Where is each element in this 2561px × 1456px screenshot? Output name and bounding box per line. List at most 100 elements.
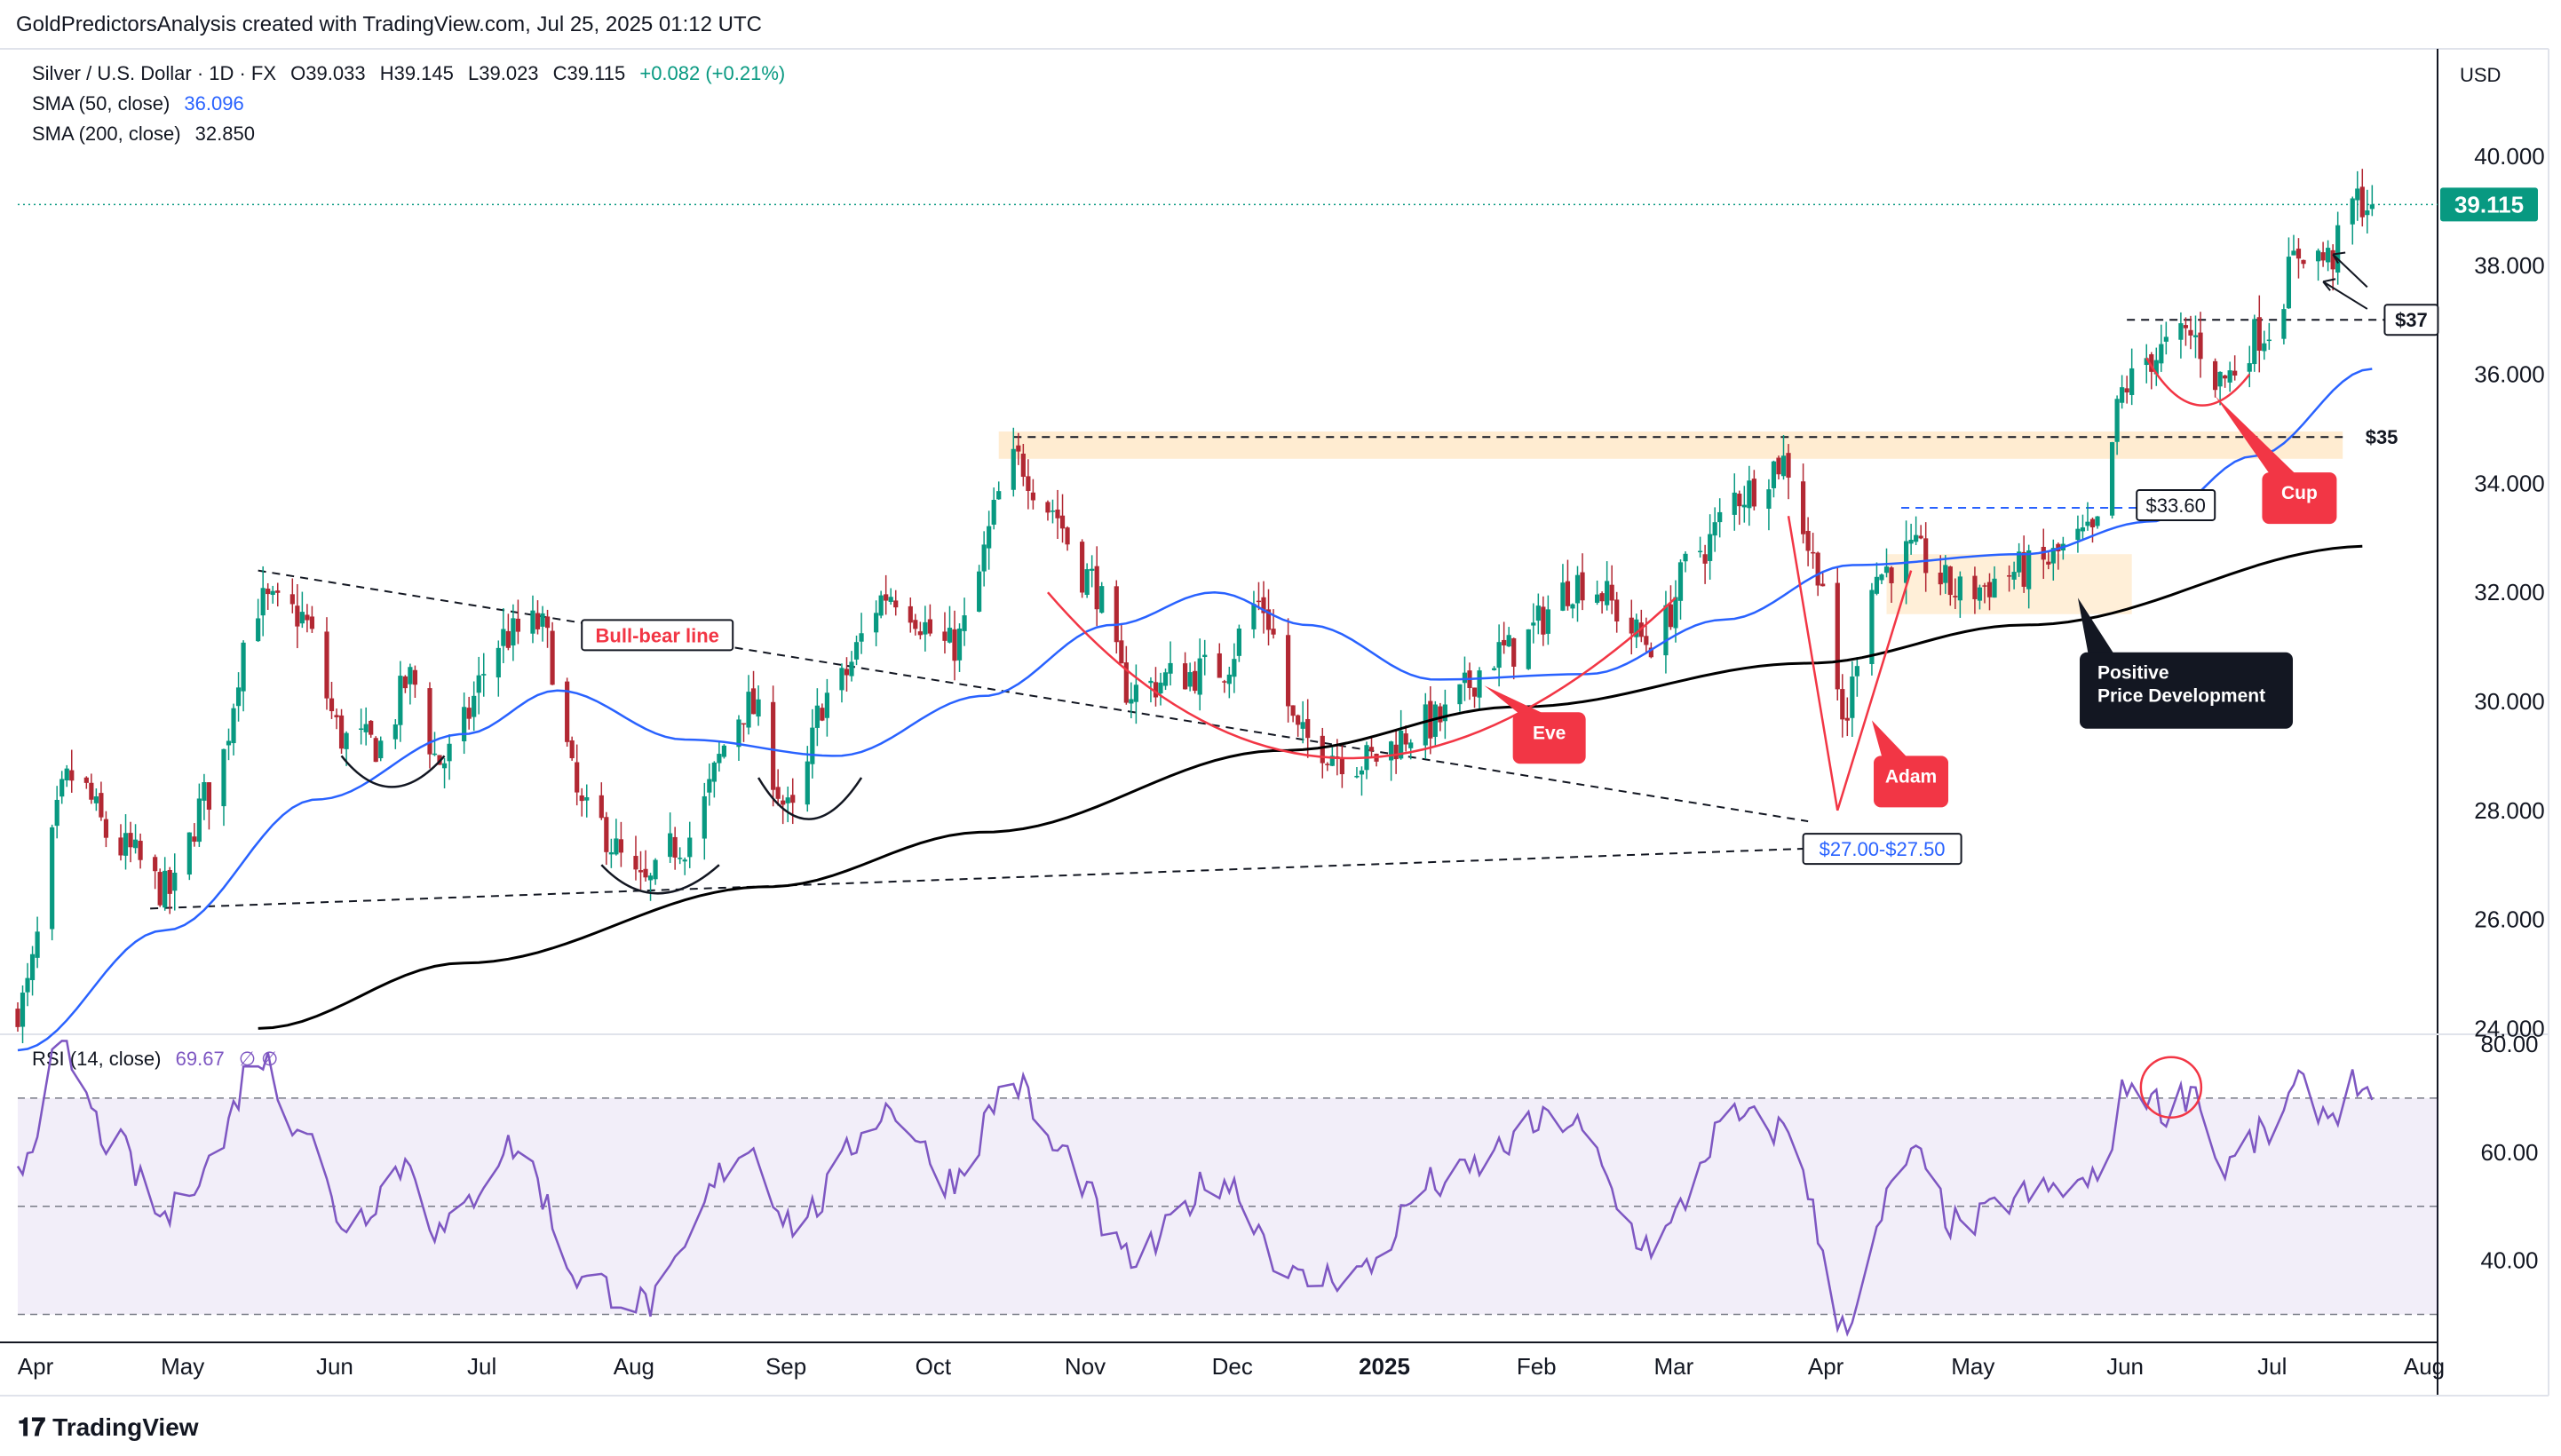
- candle-body: [1432, 704, 1438, 737]
- cup-callout-text: Cup: [2281, 483, 2318, 503]
- candle-body: [1423, 704, 1428, 746]
- candle-body: [1702, 554, 1708, 564]
- candle-body: [1811, 551, 1816, 554]
- adam-v: [1787, 516, 1913, 811]
- sma50-label: SMA (50, close): [32, 92, 170, 115]
- resistance-zone: [998, 431, 2343, 459]
- candle-body: [668, 833, 673, 858]
- candle-body: [853, 642, 860, 660]
- candle-body: [2114, 399, 2120, 442]
- candle-body: [1526, 629, 1531, 669]
- candle-body: [163, 870, 168, 908]
- candle-body: [275, 590, 281, 593]
- candle-body: [1090, 568, 1095, 571]
- rounded-bottom-3: [757, 777, 863, 820]
- rsi-guide-lines: [18, 1097, 2438, 1316]
- candle-body: [814, 705, 820, 728]
- candle-body: [849, 661, 854, 677]
- candle-body: [1290, 705, 1296, 716]
- candle-body: [956, 628, 963, 661]
- candle-body: [1815, 552, 1820, 586]
- candle-body: [1780, 455, 1787, 477]
- candle-body: [1158, 682, 1163, 694]
- candle-body: [167, 869, 172, 894]
- currency-label[interactable]: USD: [2460, 64, 2502, 86]
- candle-body: [927, 619, 932, 634]
- candle-body: [785, 797, 790, 803]
- candle-body: [1354, 775, 1360, 778]
- candle-body: [878, 595, 884, 616]
- candle-body: [1123, 662, 1129, 703]
- candle-body: [1614, 599, 1620, 621]
- candle-body: [369, 720, 374, 735]
- candle-body: [702, 795, 707, 839]
- candle-body: [481, 674, 487, 676]
- candle-body: [874, 613, 879, 633]
- time-tick-label: Apr: [18, 1353, 54, 1380]
- candle-body: [1869, 590, 1875, 664]
- candle-body: [1359, 770, 1365, 775]
- candle-body: [888, 597, 893, 602]
- candle-body: [1065, 527, 1070, 545]
- candle-body: [1114, 586, 1119, 643]
- candle-body: [1737, 494, 1742, 507]
- candle-body: [565, 681, 570, 742]
- cup-callout-box: [2262, 472, 2337, 525]
- candle-body: [1236, 628, 1241, 656]
- candle-body: [1560, 582, 1566, 611]
- rsi-line: [16, 1040, 2374, 1337]
- symbol-legend: Silver / U.S. Dollar · 1D · FX O39.033 H…: [32, 62, 794, 85]
- candle-body: [1162, 672, 1169, 686]
- candle-body: [83, 777, 89, 783]
- candle-body: [1080, 542, 1085, 593]
- candle-body: [64, 768, 69, 781]
- candle-body: [153, 857, 158, 872]
- candle-body: [962, 615, 967, 631]
- time-tick-label: Aug: [2404, 1353, 2445, 1380]
- candle-body: [35, 931, 40, 958]
- candle-body: [1683, 553, 1688, 562]
- candle-body: [530, 610, 535, 634]
- candle-body: [913, 620, 918, 629]
- candle-body: [206, 782, 212, 810]
- candle-body: [608, 851, 614, 855]
- candle-body: [2159, 344, 2164, 364]
- candle-body: [2183, 325, 2189, 328]
- candle-body: [402, 676, 408, 689]
- candle-body: [2212, 360, 2218, 391]
- candle-body: [756, 699, 761, 717]
- support-label-box: [1802, 833, 1962, 866]
- candle-body: [1393, 744, 1399, 760]
- candle-body: [299, 612, 305, 624]
- candle-body: [1030, 492, 1035, 501]
- candle-body: [653, 859, 658, 880]
- sma200-legend[interactable]: SMA (200, close) 32.850: [32, 123, 264, 146]
- sma200-line: [258, 544, 2363, 1030]
- candle-body: [505, 630, 511, 648]
- candle-body: [2080, 527, 2086, 532]
- sma50-legend[interactable]: SMA (50, close) 36.096: [32, 92, 253, 115]
- candle-body: [1977, 587, 1983, 601]
- candle-body: [338, 715, 345, 749]
- candle-body: [996, 491, 1002, 500]
- candle-body: [638, 870, 644, 873]
- bull-bear-label: Bull-bear line: [596, 624, 719, 646]
- candle-body: [138, 841, 143, 860]
- price-tick-label: 24.000: [2474, 1015, 2545, 1041]
- adam-callout-box: [1874, 756, 1949, 808]
- candle-body: [535, 613, 541, 629]
- candle-body: [2144, 358, 2149, 366]
- candle-body: [1712, 522, 1717, 536]
- candle-body: [2124, 388, 2129, 393]
- tradingview-logo[interactable]: 𝟏𝟕 TradingView: [18, 1413, 199, 1443]
- candle-body: [231, 708, 236, 744]
- candle-body: [884, 594, 889, 601]
- candle-body: [2006, 575, 2012, 577]
- open-value: O39.033: [290, 62, 366, 84]
- candle-body: [1805, 530, 1811, 551]
- candle-body: [2369, 204, 2375, 210]
- symbol-name[interactable]: Silver / U.S. Dollar · 1D · FX: [32, 62, 277, 84]
- candle-body: [1850, 677, 1855, 718]
- candle-body: [392, 724, 398, 740]
